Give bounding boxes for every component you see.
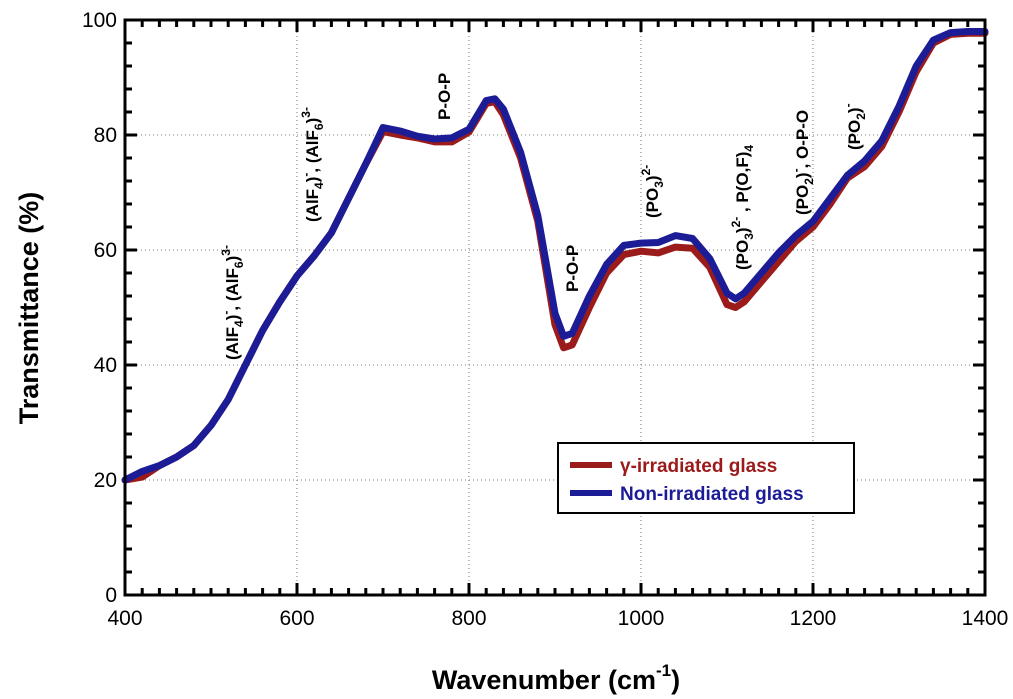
annotation-part: 2	[854, 113, 868, 120]
annotation-part: 4	[312, 182, 326, 189]
annotation-part: 3-	[299, 107, 313, 118]
annotation-part: )	[303, 118, 322, 124]
y-tick-label: 80	[94, 124, 117, 147]
band-annotation: P-O-P	[435, 73, 454, 120]
annotation-part: (AlF	[303, 189, 322, 222]
annotation-part: )	[223, 256, 242, 262]
x-axis-title-close: )	[671, 665, 680, 695]
x-tick-label: 400	[107, 607, 142, 630]
band-annotation: (AlF4)-, (AlF6)3-	[299, 107, 326, 222]
legend-label-non-irradiated: Non-irradiated glass	[620, 484, 804, 505]
annotation-part: -	[841, 103, 855, 107]
x-tick-label: 1400	[962, 607, 1009, 630]
annotation-part: (PO	[845, 120, 864, 150]
annotation-part: -	[299, 173, 313, 177]
legend: γ-irradiated glass Non-irradiated glass	[557, 442, 855, 514]
band-annotation: (PO3)2-	[639, 165, 666, 218]
annotation-part: 2-	[729, 217, 743, 228]
series-line-irradiated	[121, 29, 989, 484]
legend-box	[557, 442, 855, 514]
annotation-part: 2	[802, 178, 816, 185]
y-tick-label: 40	[94, 354, 117, 377]
y-tick-label: 0	[105, 584, 117, 607]
y-tick-label: 20	[94, 469, 117, 492]
band-annotation: (PO3)2- , P(O,F)4	[729, 145, 756, 270]
annotation-part: 2-	[639, 165, 653, 176]
annotation-part: )	[303, 177, 322, 183]
series-layer	[121, 28, 989, 484]
annotation-part: )	[223, 315, 242, 321]
tick-labels: 400 600 800 1000 1200 1400 0 20 40 60 80 100	[82, 9, 1008, 630]
annotation-part: , (AlF	[223, 268, 242, 311]
annotation-part: (PO	[643, 188, 662, 218]
x-tick-label: 1200	[790, 607, 837, 630]
x-axis-title-main: Wavenumber (cm	[432, 665, 656, 695]
annotation-part: )	[845, 107, 864, 113]
annotation-part: (PO	[793, 185, 812, 215]
x-axis-title: Wavenumber (cm-1)	[432, 661, 680, 695]
annotation-part: 6	[232, 261, 246, 268]
annotation-part: )	[793, 172, 812, 178]
series-line-non-irradiated	[121, 28, 989, 484]
band-annotation: (PO2)-, O-P-O	[789, 110, 816, 215]
annotation-part: 6	[312, 123, 326, 130]
annotation-part: -	[789, 168, 803, 172]
x-tick-label: 1000	[618, 607, 665, 630]
y-tick-label: 60	[94, 239, 117, 262]
band-annotation: P-O-P	[563, 245, 582, 292]
y-tick-label: 100	[82, 9, 117, 32]
annotation-part: P-O-P	[435, 73, 454, 120]
annotation-part: , (AlF	[303, 130, 322, 173]
x-tick-label: 800	[451, 607, 486, 630]
plot-area-frame	[123, 18, 987, 597]
annotation-part: , P(O,F)	[733, 152, 752, 217]
annotation-part: , O-P-O	[793, 110, 812, 169]
x-axis-title-superscript: -1	[656, 661, 671, 680]
annotation-part: )	[733, 227, 752, 233]
annotation-part: 4	[232, 320, 246, 327]
annotation-part: -	[219, 311, 233, 315]
annotation-part: (AlF	[223, 327, 242, 360]
annotation-part: )	[643, 175, 662, 181]
annotation-part: (PO	[733, 240, 752, 270]
band-annotations: (AlF4)-, (AlF6)3-(AlF4)-, (AlF6)3- P-O-PP…	[219, 73, 868, 360]
band-annotation: (PO2)-	[841, 103, 868, 150]
band-annotation: (AlF4)-, (AlF6)3-	[219, 245, 246, 360]
annotation-part: 3	[652, 181, 666, 188]
annotation-part: 3-	[219, 245, 233, 256]
annotation-part: 4	[742, 145, 756, 152]
x-tick-label: 600	[279, 607, 314, 630]
annotation-part: 3	[742, 233, 756, 240]
annotation-part: P-O-P	[563, 245, 582, 292]
legend-label-irradiated: γ-irradiated glass	[620, 456, 777, 477]
y-axis-title: Transmittance (%)	[14, 192, 44, 425]
